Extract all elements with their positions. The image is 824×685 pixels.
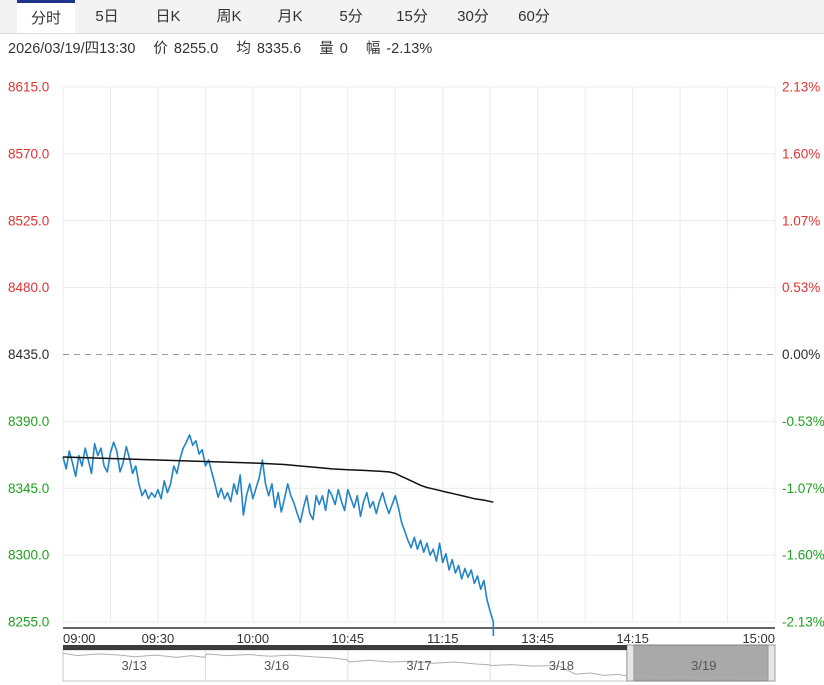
navigator-date-label: 3/17	[406, 658, 431, 673]
price-tick-label: 8435.0	[8, 347, 49, 362]
price-label: 价	[153, 41, 168, 57]
period-tab-bar: 分时 5日 日K 周K 月K 5分 15分 30分 60分	[0, 0, 824, 34]
percent-tick-label: -2.13%	[782, 615, 824, 630]
tab-15min[interactable]: 15分	[383, 0, 441, 33]
tab-60min[interactable]: 60分	[505, 0, 563, 33]
navigator-scrollbar[interactable]	[63, 645, 627, 650]
price-tick-label: 8615.0	[8, 80, 49, 95]
percent-tick-label: -0.53%	[782, 414, 824, 429]
navigator-date-label: 3/18	[549, 658, 574, 673]
tab-monthly-k[interactable]: 月K	[261, 0, 319, 33]
percent-tick-label: 1.60%	[782, 146, 820, 161]
grid	[62, 86, 776, 623]
price-tick-label: 8345.0	[8, 481, 49, 496]
tab-daily-k[interactable]: 日K	[139, 0, 197, 33]
navigator-date-label: 3/16	[264, 658, 289, 673]
tab-5min[interactable]: 5分	[322, 0, 380, 33]
quote-datetime: 2026/03/19/四13:30	[8, 41, 136, 57]
change-label: 幅	[365, 41, 381, 57]
change-value: -2.13%	[386, 41, 433, 57]
navigator-date-label: 3/13	[122, 658, 147, 673]
time-tick-label: 10:45	[332, 631, 365, 646]
volume-value: 0	[339, 41, 348, 57]
time-tick-label: 09:30	[142, 631, 175, 646]
y-axis-left-labels: 8615.0 8570.0 8525.0 8480.0 8435.0 8390.0 8345…	[8, 80, 49, 630]
percent-tick-label: 0.00%	[782, 347, 820, 362]
price-tick-label: 8480.0	[8, 280, 49, 295]
percent-tick-label: 0.53%	[782, 280, 820, 295]
price-line	[62, 433, 495, 623]
plot-area[interactable]	[63, 87, 775, 622]
navigator-left-handle[interactable]	[626, 644, 635, 682]
price-tick-label: 8390.0	[8, 414, 49, 429]
time-tick-label: 13:45	[521, 631, 554, 646]
time-tick-label: 14:15	[616, 631, 649, 646]
price-value: 8255.0	[173, 41, 219, 57]
navigator-right-handle[interactable]	[767, 644, 776, 682]
time-tick-label: 10:00	[237, 631, 270, 646]
navigator-date-label: 3/19	[691, 658, 716, 673]
date-navigator: 3/13 3/16 3/17 3/18 3/19	[62, 644, 776, 682]
percent-tick-label: -1.60%	[782, 548, 824, 563]
tab-30min[interactable]: 30分	[444, 0, 502, 33]
percent-tick-label: 2.13%	[782, 80, 820, 95]
tab-timeline[interactable]: 分时	[17, 0, 75, 33]
tab-weekly-k[interactable]: 周K	[200, 0, 258, 33]
price-tick-label: 8255.0	[8, 615, 49, 630]
avg-label: 均	[236, 41, 251, 57]
tab-5day[interactable]: 5日	[78, 0, 136, 33]
y-axis-right-labels: 2.13% 1.60% 1.07% 0.53% 0.00% -0.53% -1.07% -1.…	[782, 80, 824, 630]
time-tick-label: 15:00	[742, 631, 775, 646]
navigator-selection[interactable]	[626, 644, 776, 682]
intraday-chart[interactable]: 8615.0 8570.0 8525.0 8480.0 8435.0 8390.0 8345…	[0, 62, 824, 685]
time-tick-label: 11:15	[427, 631, 459, 646]
price-tick-label: 8570.0	[8, 146, 49, 161]
navigator-dates: 3/13 3/16 3/17 3/18 3/19	[122, 658, 717, 673]
price-tick-label: 8525.0	[8, 213, 49, 228]
percent-tick-label: 1.07%	[782, 213, 820, 228]
average-line	[62, 456, 494, 503]
volume-label: 量	[319, 41, 334, 57]
x-axis-labels: 09:00 09:30 10:00 10:45 11:15 13:45 14:15 15:00	[63, 631, 775, 646]
time-tick-label: 09:00	[63, 631, 96, 646]
avg-value: 8335.6	[256, 41, 302, 57]
percent-tick-label: -1.07%	[782, 481, 824, 496]
price-tick-label: 8300.0	[8, 548, 49, 563]
